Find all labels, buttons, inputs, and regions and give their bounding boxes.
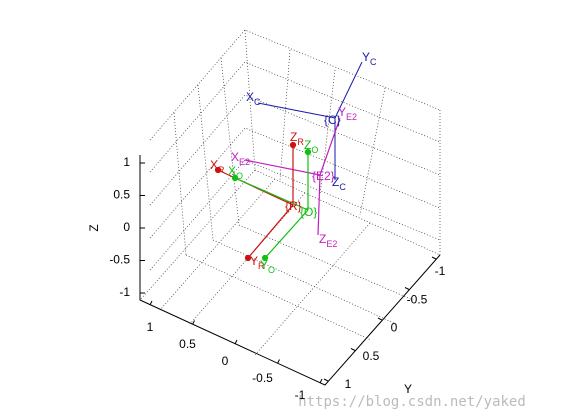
- axis-label: ZE2: [319, 232, 337, 249]
- axis-subscript: C: [254, 97, 261, 107]
- axis-label: ZC: [332, 175, 346, 192]
- axis-letter: Y: [338, 105, 346, 119]
- watermark: https://blog.csdn.net/yaked: [298, 394, 526, 410]
- axis-subscript: E2: [346, 112, 357, 122]
- origin-label: {C}: [324, 113, 341, 127]
- axis-subscript: O: [236, 171, 243, 181]
- origin-label: {R}: [285, 199, 302, 213]
- x-tick: [319, 378, 323, 384]
- axis-label: YE2: [338, 105, 357, 122]
- axis-letter: Y: [250, 254, 258, 268]
- y-axis-label: Y: [404, 382, 412, 396]
- y-tick-label: 0: [391, 321, 398, 335]
- z-tick-label: 1: [123, 155, 130, 169]
- axis-subscript: C: [339, 182, 346, 192]
- x-tick: [149, 300, 153, 306]
- x-tick-label: 1: [147, 320, 154, 334]
- z-axis-label: Z: [87, 224, 101, 231]
- axis-letter: Z: [304, 138, 311, 152]
- y-tick: [350, 348, 356, 351]
- z-tick-label: 0: [123, 220, 130, 234]
- axis-letter: Y: [260, 258, 268, 272]
- axis-subscript: O: [268, 265, 275, 275]
- axis-label: YO: [260, 258, 275, 275]
- x-tick-label: 0: [222, 354, 229, 368]
- frame-o: [231, 148, 312, 262]
- axis-label: XE2: [231, 150, 250, 167]
- origin-label: {E2}: [312, 169, 335, 183]
- axis-letter: X: [228, 164, 236, 178]
- y-tick: [431, 256, 437, 260]
- y-tick: [404, 287, 410, 290]
- axis-subscript: E2: [326, 239, 337, 249]
- x-tick: [234, 339, 238, 345]
- axis-letter: Z: [290, 130, 297, 144]
- axis-subscript: R: [297, 137, 304, 147]
- z-tick-label: -1: [119, 285, 130, 299]
- y-tick-label: -1: [435, 264, 446, 278]
- axis-letter: X: [210, 158, 218, 172]
- x-tick-label: -0.5: [252, 371, 273, 385]
- x-tick: [192, 320, 195, 325]
- axis-letter: Z: [319, 232, 326, 246]
- origin-label: {O}: [300, 205, 317, 219]
- axis-letter: X: [231, 150, 239, 164]
- z-tick-label: 0.5: [113, 188, 130, 202]
- frame-c: [257, 61, 363, 180]
- x-tick: [277, 359, 280, 364]
- axis-label: YC: [362, 50, 377, 67]
- axis-subscript: R: [258, 261, 265, 271]
- y-tick-label: 0.5: [363, 349, 380, 363]
- axis-label: XC: [246, 90, 261, 107]
- y-tick-label: 1: [345, 377, 352, 391]
- axis-letter: Y: [362, 50, 370, 64]
- y-tick: [323, 378, 329, 382]
- axis-subscript: C: [370, 57, 377, 67]
- axis-label: ZR: [290, 130, 304, 147]
- axis-label: XO: [228, 164, 243, 181]
- z-tick-label: -0.5: [109, 253, 130, 267]
- axis-letter: X: [246, 90, 254, 104]
- axis-letter: Z: [332, 175, 339, 189]
- axis-subscript: O: [311, 145, 318, 155]
- axis-subscript: R: [218, 165, 225, 175]
- y-tick-label: -0.5: [407, 292, 428, 306]
- x-tick-label: 0.5: [179, 337, 196, 351]
- axis-label: YR: [250, 254, 265, 271]
- y-tick: [377, 317, 383, 321]
- axis-subscript: E2: [239, 157, 250, 167]
- axis-label: ZO: [304, 138, 318, 155]
- x-tick-label: -1: [295, 388, 306, 402]
- axis-label: XR: [210, 158, 225, 175]
